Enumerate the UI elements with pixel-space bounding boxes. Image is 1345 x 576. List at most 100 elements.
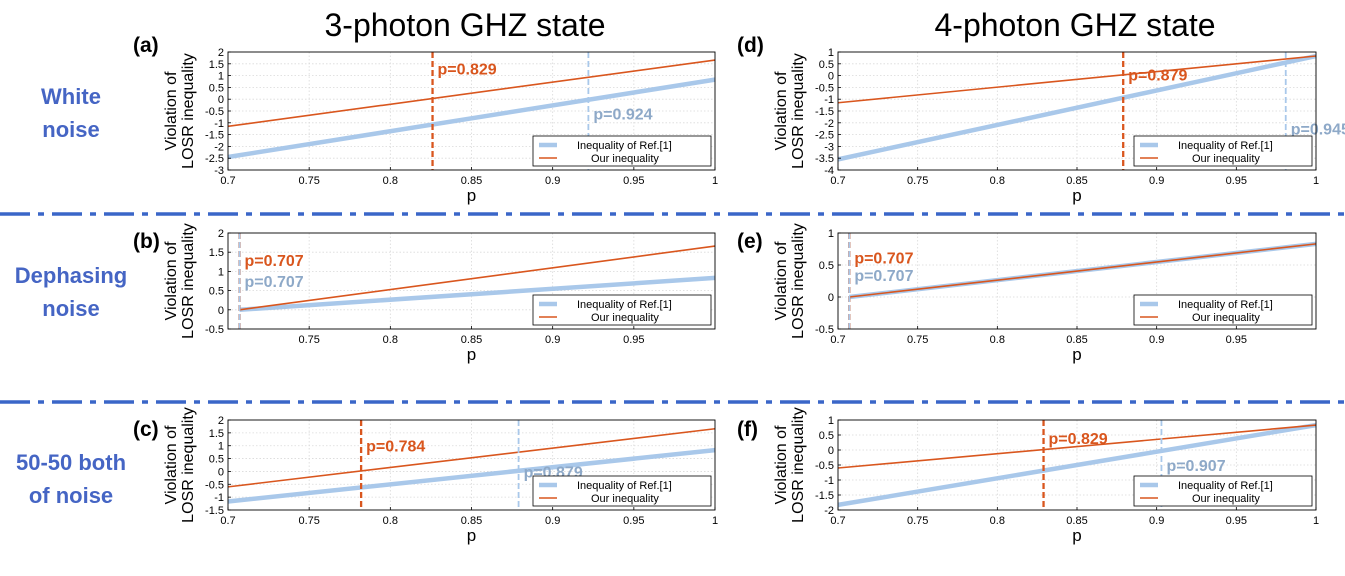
x-tick-label: 0.85 (1066, 175, 1087, 187)
row-title: 50-50 both (16, 450, 126, 475)
x-tick-label: 0.75 (298, 175, 319, 187)
y-tick-label: -0.5 (815, 460, 834, 472)
y-axis-label: LOSR inequality (180, 223, 197, 339)
x-tick-label: 0.9 (545, 175, 560, 187)
legend-label: Inequality of Ref.[1] (1178, 299, 1273, 311)
y-axis-label: Violation of (163, 425, 180, 504)
y-tick-label: 1 (828, 228, 834, 240)
y-tick-label: -1 (824, 475, 834, 487)
legend-label: Our inequality (591, 153, 659, 165)
series-ref-line (837, 53, 1317, 162)
x-tick-label: 0.9 (1149, 334, 1164, 346)
y-axis-label: LOSR inequality (790, 223, 807, 339)
y-axis-label: Violation of (773, 71, 790, 150)
y-tick-label: -1 (214, 492, 224, 504)
y-axis-label: LOSR inequality (180, 407, 197, 523)
threshold-our-label: p=0.829 (1049, 431, 1108, 448)
y-tick-label: 1 (828, 47, 834, 59)
y-tick-label: -1 (214, 118, 224, 130)
y-tick-label: 2 (218, 47, 224, 59)
y-tick-label: 1.5 (209, 428, 224, 440)
legend-label: Our inequality (1192, 153, 1260, 165)
x-tick-label: 0.8 (990, 515, 1005, 527)
series-our-line (849, 243, 1317, 298)
panel-label: (c) (133, 418, 159, 441)
x-axis-label: p (467, 526, 476, 545)
x-tick-label: 0.7 (220, 175, 235, 187)
y-tick-label: 0 (828, 445, 834, 457)
y-tick-label: -4 (824, 165, 834, 177)
y-tick-label: -3 (824, 141, 834, 153)
x-tick-label: 0.8 (990, 334, 1005, 346)
x-axis-label: p (1072, 345, 1081, 364)
x-tick-label: 0.95 (1226, 175, 1247, 187)
y-tick-label: -1.5 (815, 490, 834, 502)
x-axis-label: p (1072, 186, 1081, 205)
panel-label: (d) (737, 34, 764, 57)
threshold-ref-label: p=0.924 (593, 106, 652, 123)
y-tick-label: 0.5 (819, 260, 834, 272)
y-tick-label: 2 (218, 228, 224, 240)
y-tick-label: 0 (218, 94, 224, 106)
threshold-our-label: p=0.879 (1128, 67, 1187, 84)
series-ref-line (837, 422, 1317, 508)
y-tick-label: -1 (824, 94, 834, 106)
row-title: of noise (29, 483, 113, 508)
legend-label: Inequality of Ref.[1] (577, 480, 672, 492)
row-title: White (41, 84, 101, 109)
legend-label: Our inequality (1192, 312, 1260, 324)
x-tick-label: 0.8 (990, 175, 1005, 187)
panel-label: (b) (133, 230, 160, 253)
x-tick-label: 0.9 (545, 515, 560, 527)
y-tick-label: 0.5 (819, 430, 834, 442)
y-tick-label: -1.5 (205, 505, 224, 517)
column-title: 3-photon GHZ state (324, 7, 605, 43)
y-tick-label: -2 (824, 118, 834, 130)
x-tick-label: 0.85 (1066, 334, 1087, 346)
x-tick-label: 0.95 (623, 334, 644, 346)
x-axis-label: p (467, 345, 476, 364)
y-tick-label: 0.5 (209, 286, 224, 298)
y-tick-label: -1.5 (205, 130, 224, 142)
legend-label: Our inequality (591, 493, 659, 505)
y-tick-label: -3.5 (815, 153, 834, 165)
y-tick-label: 1.5 (209, 247, 224, 259)
row-title: noise (42, 296, 99, 321)
legend-label: Inequality of Ref.[1] (577, 299, 672, 311)
y-tick-label: -0.5 (815, 82, 834, 94)
x-tick-label: 0.85 (461, 515, 482, 527)
x-tick-label: 0.75 (907, 175, 928, 187)
series-ref-line (239, 275, 716, 313)
x-tick-label: 0.7 (220, 515, 235, 527)
x-tick-label: 0.75 (907, 334, 928, 346)
legend-box (1133, 135, 1313, 167)
x-tick-label: 0.75 (907, 515, 928, 527)
panel-label: (f) (737, 418, 758, 441)
x-tick-label: 0.9 (545, 334, 560, 346)
y-tick-label: 1 (218, 441, 224, 453)
threshold-ref-label: p=0.945 (1291, 122, 1345, 139)
threshold-ref-label: p=0.907 (1166, 458, 1225, 475)
threshold-our-label: p=0.707 (245, 253, 304, 270)
x-tick-label: 0.9 (1149, 175, 1164, 187)
y-tick-label: -2 (824, 505, 834, 517)
x-tick-label: 0.75 (298, 334, 319, 346)
panel-label: (a) (133, 34, 159, 57)
x-tick-label: 1 (712, 175, 718, 187)
panel-label: (e) (737, 230, 763, 253)
series-ref-line (227, 77, 716, 160)
y-tick-label: 0 (218, 305, 224, 317)
legend-label: Inequality of Ref.[1] (1178, 140, 1273, 152)
y-tick-label: 0.5 (209, 454, 224, 466)
x-tick-label: 1 (712, 515, 718, 527)
y-tick-label: 2 (218, 415, 224, 427)
legend-label: Inequality of Ref.[1] (1178, 480, 1273, 492)
x-tick-label: 0.75 (298, 515, 319, 527)
y-tick-label: -2 (214, 141, 224, 153)
y-axis-label: Violation of (773, 241, 790, 320)
legend-box (532, 294, 712, 326)
y-tick-label: -2.5 (205, 153, 224, 165)
threshold-our-label: p=0.829 (438, 62, 497, 79)
x-tick-label: 0.7 (830, 515, 845, 527)
